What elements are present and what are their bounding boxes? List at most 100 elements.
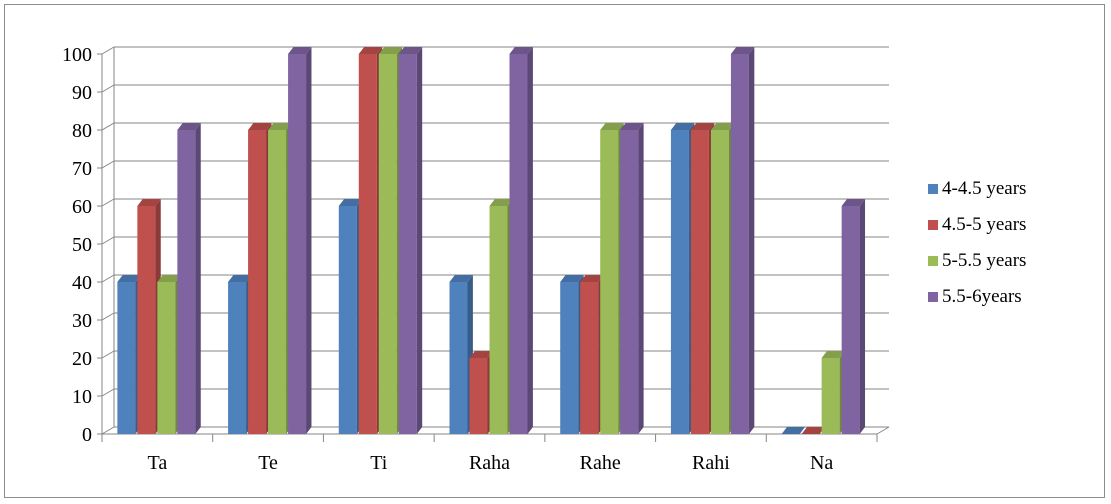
legend-swatch bbox=[928, 184, 938, 194]
bar-side bbox=[859, 199, 866, 434]
bar-top bbox=[600, 123, 624, 130]
bar bbox=[600, 123, 624, 434]
bar bbox=[469, 351, 493, 434]
bar-front bbox=[157, 282, 176, 434]
bar-front bbox=[398, 54, 417, 434]
bar-front bbox=[821, 358, 840, 434]
bar-top bbox=[177, 123, 201, 130]
y-tick-label: 70 bbox=[72, 158, 92, 180]
bar-front bbox=[841, 206, 860, 434]
bar-top bbox=[469, 351, 493, 358]
bar-top bbox=[117, 275, 141, 282]
legend-swatch bbox=[928, 220, 938, 230]
bar-top bbox=[710, 123, 735, 130]
y-tick-label: 60 bbox=[72, 196, 92, 218]
bar bbox=[157, 275, 181, 434]
bar-front bbox=[137, 206, 156, 434]
bar-top bbox=[449, 275, 473, 282]
bar-top bbox=[620, 123, 644, 130]
bar bbox=[580, 275, 604, 434]
bar-top bbox=[801, 427, 826, 434]
bar-front bbox=[449, 282, 468, 434]
bar-front bbox=[670, 130, 689, 434]
bar-side bbox=[527, 47, 533, 434]
bar-top bbox=[137, 199, 161, 206]
legend-swatch bbox=[928, 292, 938, 302]
bar-top bbox=[157, 275, 181, 282]
x-tick-label: Rahe bbox=[580, 452, 621, 474]
bar bbox=[338, 199, 363, 434]
bar-front bbox=[690, 130, 709, 434]
legend-label: 5.5-6years bbox=[942, 286, 1022, 307]
bar-top bbox=[730, 47, 755, 54]
bar-top bbox=[670, 123, 695, 130]
bar bbox=[358, 47, 383, 434]
bar-top bbox=[489, 199, 513, 206]
bar bbox=[288, 47, 312, 434]
gridline-diagonal bbox=[101, 122, 115, 131]
x-tick-label: Raha bbox=[469, 452, 510, 474]
gridline-diagonal bbox=[101, 236, 115, 245]
bar-top bbox=[268, 123, 292, 130]
bar-front bbox=[730, 54, 749, 434]
bar-front bbox=[469, 358, 488, 434]
y-tick-label: 100 bbox=[62, 44, 92, 66]
x-tick-label: Ti bbox=[370, 452, 388, 474]
y-tick-label: 90 bbox=[72, 82, 92, 104]
legend-item: 5.5-6years bbox=[928, 286, 1022, 307]
bar bbox=[268, 123, 292, 434]
bar-top bbox=[358, 47, 383, 54]
y-tick-label: 80 bbox=[72, 120, 92, 142]
bar-side bbox=[748, 47, 755, 434]
bar-front bbox=[620, 130, 639, 434]
bar-front bbox=[338, 206, 357, 434]
bar bbox=[177, 123, 201, 434]
gridline-diagonal bbox=[101, 312, 115, 321]
bar-top bbox=[509, 47, 533, 54]
bars-layer bbox=[117, 47, 866, 434]
legend-item: 4.5-5 years bbox=[928, 214, 1026, 235]
bar bbox=[378, 47, 403, 434]
gridline-diagonal bbox=[101, 350, 115, 359]
bar-front bbox=[580, 282, 599, 434]
y-tick-label: 0 bbox=[82, 424, 92, 446]
bar bbox=[509, 47, 533, 434]
axis-layer: 0 10 20 30 40 50 60 70 80 90 100 Ta Te Ti Raha Rahe Rahi… bbox=[62, 44, 890, 474]
bar bbox=[248, 123, 272, 434]
bar-front bbox=[378, 54, 397, 434]
gridline-diagonal bbox=[101, 426, 115, 435]
bar bbox=[228, 275, 252, 434]
bar bbox=[489, 199, 513, 434]
bar-front bbox=[177, 130, 196, 434]
bar bbox=[781, 427, 806, 434]
gridline-diagonal bbox=[101, 388, 115, 397]
legend-label: 4.5-5 years bbox=[942, 214, 1026, 235]
bar bbox=[710, 123, 735, 434]
x-tick-label: Ta bbox=[148, 452, 168, 474]
bar-front bbox=[509, 54, 528, 434]
bar-front bbox=[248, 130, 267, 434]
legend-label: 4-4.5 years bbox=[942, 178, 1026, 199]
bar-top bbox=[398, 47, 423, 54]
y-tick-label: 50 bbox=[72, 234, 92, 256]
bar-front bbox=[600, 130, 619, 434]
bar-top bbox=[781, 427, 806, 434]
x-tick-label: Te bbox=[258, 452, 278, 474]
y-tick-label: 30 bbox=[72, 310, 92, 332]
bar-top bbox=[248, 123, 272, 130]
y-tick-label: 40 bbox=[72, 272, 92, 294]
bar-top bbox=[560, 275, 584, 282]
bar-front bbox=[268, 130, 287, 434]
bar-top bbox=[378, 47, 403, 54]
y-tick-label: 20 bbox=[72, 348, 92, 370]
bar bbox=[620, 123, 644, 434]
bar-front bbox=[117, 282, 136, 434]
x-tick-label: Rahi bbox=[692, 452, 730, 474]
bar-side bbox=[195, 123, 201, 434]
bar-top bbox=[580, 275, 604, 282]
bar bbox=[560, 275, 584, 434]
bar-side bbox=[306, 47, 312, 434]
legend-item: 5-5.5 years bbox=[928, 250, 1026, 271]
bar-front bbox=[358, 54, 377, 434]
